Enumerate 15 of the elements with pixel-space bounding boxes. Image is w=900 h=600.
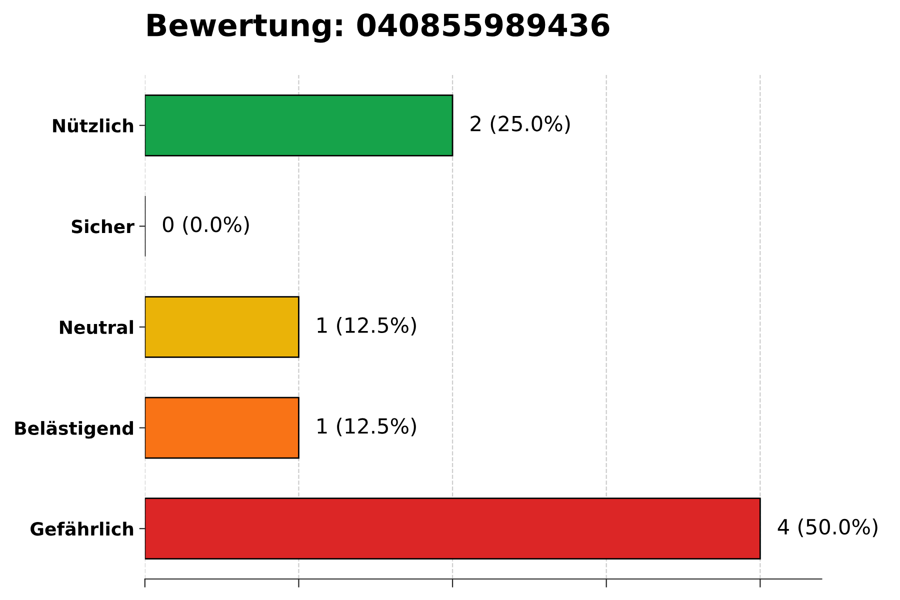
bar — [144, 396, 300, 459]
bar — [144, 94, 454, 156]
data-label: 0 (0.0%) — [162, 216, 249, 235]
y-tick-label: Gefährlich — [30, 521, 134, 536]
data-label: 1 (12.5%) — [318, 316, 416, 336]
data-label: 2 (25.0%) — [470, 115, 570, 134]
y-tick-label: Sicher — [72, 219, 134, 234]
data-label: 4 (50.0%) — [778, 518, 878, 538]
chart-title: Bewertung: 040855989436 — [148, 13, 610, 43]
y-tick-label: Nützlich — [53, 118, 134, 133]
y-tick-label: Belästigend — [15, 420, 133, 439]
data-label: 1 (12.5%) — [318, 418, 416, 436]
bar — [144, 498, 761, 560]
y-tick-label: Neutral — [60, 320, 133, 334]
bar — [144, 296, 300, 358]
